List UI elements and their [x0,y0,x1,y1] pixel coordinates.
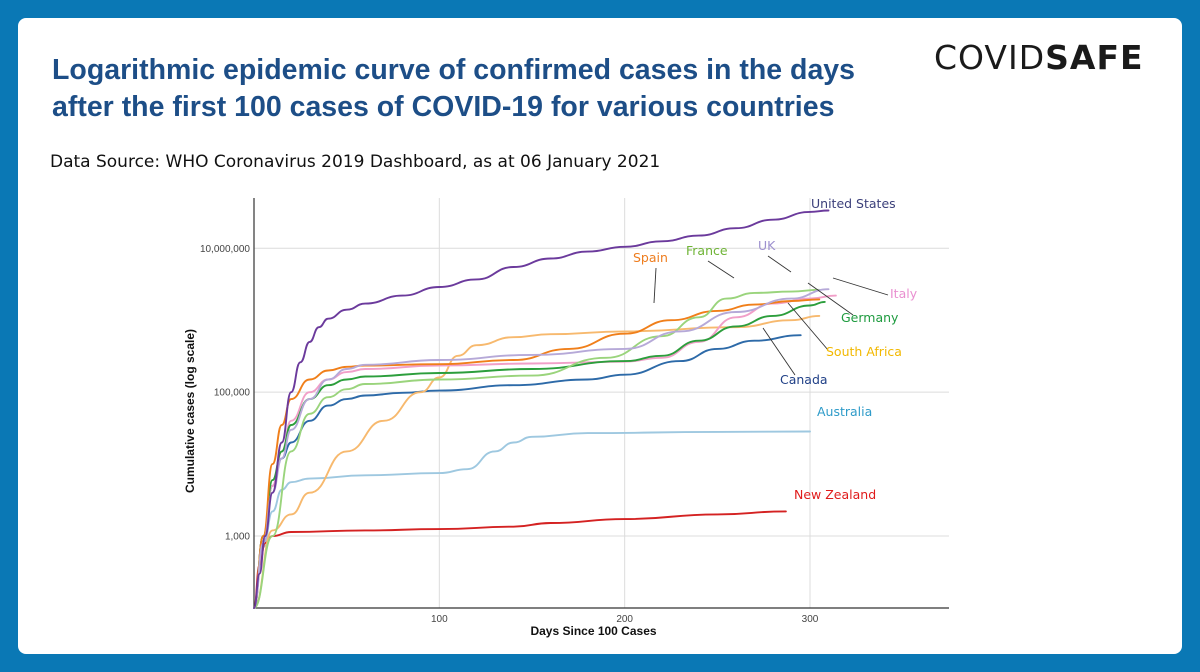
series-line-south-africa [253,314,821,609]
logo-text-light: COVID [934,38,1046,77]
y-axis-title: Cumulative cases (log scale) [183,329,197,493]
logo-text-bold: SAFE [1045,38,1144,77]
label-leader-canada [762,327,796,376]
series-label-south-africa: South Africa [826,344,902,359]
series-label-canada: Canada [780,372,828,387]
series-label-france: France [686,243,728,258]
label-leader-uk [767,255,792,273]
y-tick-label: 1,000 [225,532,250,543]
label-leader-south-africa [787,302,829,351]
series-line-australia [253,430,811,609]
label-leader-france [707,260,735,279]
label-leader-germany [807,282,854,316]
series-line-spain [253,298,821,609]
slide-card: Logarithmic epidemic curve of confirmed … [18,18,1182,654]
series-labels: United States Spain France UK Italy Germany So… [633,196,918,502]
series-label-germany: Germany [841,310,899,325]
series-label-new-zealand: New Zealand [794,487,876,502]
series-label-uk: UK [758,238,776,253]
series-label-spain: Spain [633,250,668,265]
series-line-france [253,288,821,609]
series-label-italy: Italy [890,286,918,301]
series-lines [253,209,837,609]
axes-layer: 100 200 300 1,000 100,000 10,000,000 Days Sinc… [183,198,949,638]
series-label-australia: Australia [817,404,872,419]
x-tick-label: 200 [616,614,633,625]
series-line-uk [253,288,830,609]
data-source-note: Data Source: WHO Coronavirus 2019 Dashbo… [50,152,661,172]
series-line-new-zealand [253,510,787,609]
label-leader-italy [832,277,889,296]
series-label-united-states: United States [811,196,896,211]
x-axis-title: Days Since 100 Cases [530,624,656,638]
x-tick-label: 300 [802,614,819,625]
covidsafe-logo: COVIDSAFE [934,38,1144,77]
label-leader-spain [653,267,657,304]
grid-layer [254,198,949,608]
y-tick-label: 10,000,000 [200,244,250,255]
x-tick-label: 100 [431,614,448,625]
page-title: Logarithmic epidemic curve of confirmed … [52,54,855,123]
y-tick-label: 100,000 [214,388,251,399]
series-line-united-states [253,209,830,609]
epidemic-curve-chart: 100 200 300 1,000 100,000 10,000,000 Days Sinc… [183,196,949,638]
